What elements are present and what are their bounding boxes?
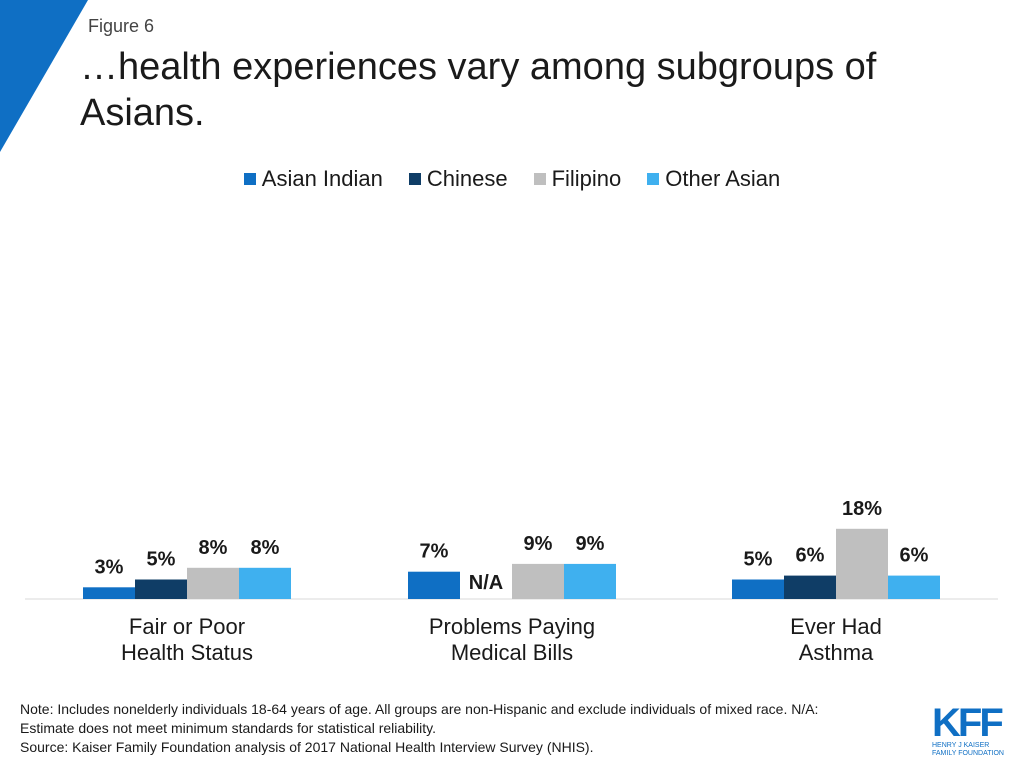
legend-swatch	[243, 173, 256, 185]
legend-swatch	[647, 173, 660, 185]
corner-stripe-decoration	[0, 0, 88, 152]
data-label-filipino: 9%	[524, 533, 553, 555]
data-label-chinese: 5%	[147, 549, 176, 571]
page-title: …health experiences vary among subgroups…	[80, 46, 877, 134]
legend-swatch	[533, 173, 546, 185]
legend-item-asian-indian: Asian Indian	[243, 166, 383, 192]
logo-subtitle: Henry J Kaiser Family Foundation	[932, 742, 1012, 758]
bar-other-asian	[239, 567, 291, 599]
category-label: Medical Bills	[451, 640, 573, 665]
data-label-other-asian: 8%	[251, 537, 280, 559]
category-label: Problems Paying	[429, 614, 595, 639]
kff-logo: KFF Henry J Kaiser Family Foundation	[932, 701, 1012, 760]
bar-asian-indian	[732, 579, 784, 599]
footnote-source: Source: Kaiser Family Foundation analysi…	[20, 739, 594, 755]
legend-item-chinese: Chinese	[408, 166, 508, 192]
bar-chinese	[135, 579, 187, 599]
data-label-other-asian: 9%	[576, 533, 605, 555]
legend-label: Other Asian	[665, 166, 781, 191]
data-label-chinese: N/A	[469, 572, 503, 594]
data-label-asian-indian: 3%	[95, 556, 124, 578]
data-label-filipino: 18%	[842, 498, 882, 520]
legend-label: Filipino	[551, 166, 622, 191]
legend-label: Chinese	[426, 166, 508, 191]
data-label-chinese: 6%	[796, 545, 825, 567]
footnote: Note: Includes nonelderly individuals 18…	[20, 700, 900, 757]
bar-chinese	[784, 575, 836, 599]
category-label: Asthma	[799, 640, 874, 665]
bar-other-asian	[564, 563, 616, 599]
bar-filipino	[512, 563, 564, 599]
legend-item-other-asian: Other Asian	[647, 166, 780, 192]
category-label: Fair or Poor	[129, 614, 245, 639]
footnote-note: Note: Includes nonelderly individuals 18…	[20, 701, 819, 717]
bar-asian-indian	[83, 587, 135, 599]
bar-filipino	[836, 528, 888, 599]
bar-filipino	[187, 567, 239, 599]
data-label-filipino: 8%	[199, 537, 228, 559]
category-label: Health Status	[121, 640, 253, 665]
data-label-other-asian: 6%	[900, 545, 929, 567]
footnote-note-cont: Estimate does not meet minimum standards…	[20, 720, 437, 736]
logo-mark: KFF	[932, 701, 1004, 745]
data-label-asian-indian: 5%	[744, 549, 773, 571]
chart-legend: Asian Indian Chinese Filipino Other Asia…	[0, 166, 1024, 192]
legend-swatch	[408, 173, 421, 185]
bar-other-asian	[888, 575, 940, 599]
figure-label: Figure 6	[88, 16, 155, 36]
legend-label: Asian Indian	[261, 166, 383, 191]
data-label-asian-indian: 7%	[420, 541, 449, 563]
legend-item-filipino: Filipino	[533, 166, 622, 192]
bar-asian-indian	[408, 571, 460, 599]
category-label: Ever Had	[790, 614, 882, 639]
logo-subtitle-line: Henry J Kaiser	[932, 742, 990, 749]
logo-subtitle-line: Family Foundation	[932, 750, 1004, 757]
